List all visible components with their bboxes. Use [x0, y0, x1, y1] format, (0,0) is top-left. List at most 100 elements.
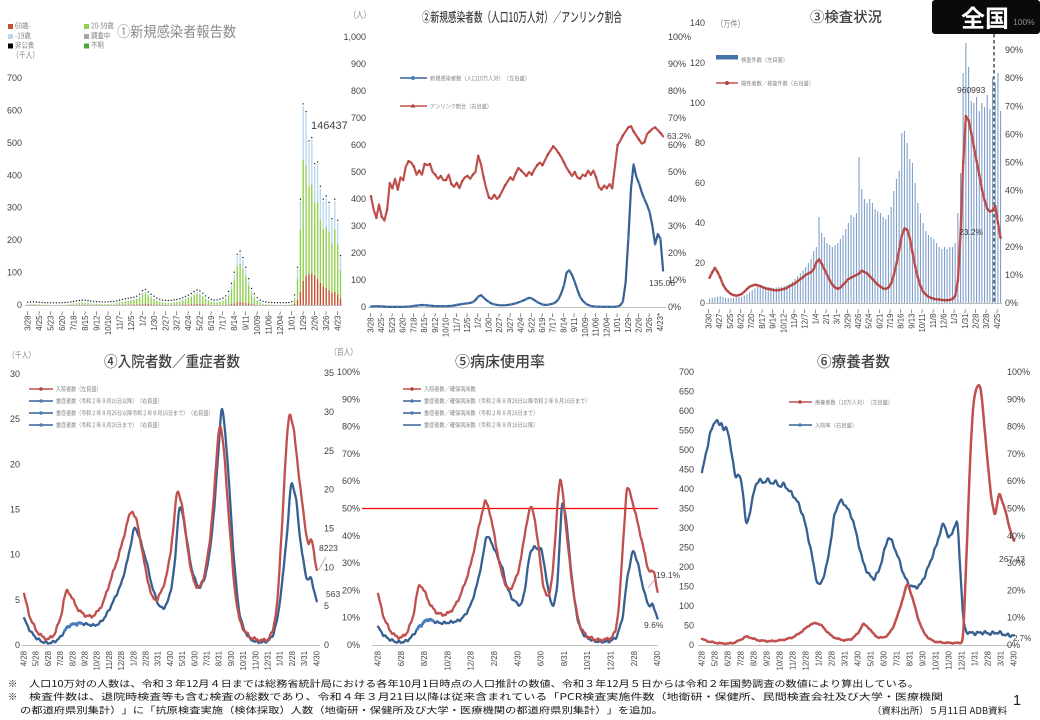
svg-text:0%: 0%: [1005, 298, 1018, 308]
svg-text:12/5~: 12/5~: [463, 313, 472, 333]
svg-text:8/15~: 8/15~: [420, 313, 429, 333]
svg-text:2/28: 2/28: [828, 651, 837, 666]
svg-text:12/28: 12/28: [802, 651, 811, 671]
svg-text:1/28: 1/28: [815, 651, 824, 666]
svg-text:10/10~: 10/10~: [442, 313, 451, 338]
svg-text:10/28: 10/28: [443, 651, 452, 671]
svg-text:6/21~: 6/21~: [875, 309, 884, 329]
svg-text:3/27~: 3/27~: [506, 313, 515, 333]
svg-text:30%: 30%: [1005, 214, 1023, 224]
svg-text:2/28~: 2/28~: [972, 309, 981, 329]
svg-text:9/30: 9/30: [227, 650, 236, 666]
svg-text:960993: 960993: [957, 85, 986, 95]
svg-text:100%: 100%: [337, 367, 360, 377]
svg-text:20%: 20%: [1005, 242, 1023, 252]
svg-text:4/23~: 4/23~: [334, 311, 343, 331]
svg-text:0: 0: [361, 302, 366, 312]
svg-text:11/06~: 11/06~: [265, 311, 274, 335]
svg-text:6/22~: 6/22~: [737, 309, 746, 329]
svg-text:80%: 80%: [1005, 73, 1023, 83]
svg-text:4/30: 4/30: [653, 650, 662, 666]
svg-text:650: 650: [679, 387, 694, 397]
svg-text:5/22~: 5/22~: [527, 313, 536, 333]
svg-text:11/28: 11/28: [789, 651, 798, 670]
svg-text:8/14~: 8/14~: [560, 313, 569, 333]
svg-text:1/31: 1/31: [276, 651, 285, 666]
svg-text:70%: 70%: [342, 449, 360, 459]
svg-text:3/26~: 3/26~: [645, 313, 654, 333]
svg-text:10/28: 10/28: [93, 651, 102, 671]
svg-text:20: 20: [10, 459, 20, 469]
svg-text:0: 0: [15, 640, 20, 650]
svg-text:90%: 90%: [342, 394, 360, 404]
svg-text:6/19~: 6/19~: [207, 311, 216, 331]
svg-text:63.2%: 63.2%: [667, 131, 692, 141]
svg-text:1/01~: 1/01~: [288, 311, 297, 331]
svg-text:50%: 50%: [1007, 504, 1025, 514]
svg-text:10%: 10%: [1007, 613, 1025, 623]
svg-text:5/28: 5/28: [32, 651, 41, 666]
svg-text:7/31: 7/31: [893, 651, 902, 666]
svg-text:2.7%: 2.7%: [1013, 634, 1031, 643]
svg-text:2/28: 2/28: [984, 651, 993, 666]
svg-text:50%: 50%: [1005, 158, 1023, 168]
svg-text:25: 25: [324, 446, 334, 456]
svg-text:9/13~: 9/13~: [907, 309, 916, 329]
svg-text:8223: 8223: [319, 543, 338, 553]
svg-text:350: 350: [679, 504, 694, 514]
svg-text:4/24~: 4/24~: [517, 313, 526, 333]
svg-text:40%: 40%: [1007, 531, 1025, 541]
svg-text:23.2%: 23.2%: [959, 227, 984, 237]
svg-text:40%: 40%: [668, 194, 686, 204]
svg-text:550: 550: [679, 426, 694, 436]
svg-text:0%: 0%: [347, 640, 360, 650]
svg-text:10/09~: 10/09~: [581, 313, 590, 338]
svg-text:146437: 146437: [311, 120, 348, 132]
svg-text:600: 600: [679, 406, 694, 416]
svg-text:1/30~: 1/30~: [484, 313, 493, 333]
svg-text:12/6~: 12/6~: [940, 309, 949, 329]
svg-text:11/7~: 11/7~: [452, 313, 461, 333]
svg-text:7/28: 7/28: [737, 651, 746, 666]
svg-text:9/28: 9/28: [81, 651, 90, 666]
svg-text:4/23*: 4/23*: [656, 313, 665, 331]
svg-text:7/20~: 7/20~: [747, 309, 756, 329]
svg-text:6/28: 6/28: [397, 651, 406, 666]
svg-text:2/27~: 2/27~: [495, 313, 504, 333]
svg-text:60%: 60%: [668, 140, 686, 150]
svg-text:15: 15: [10, 505, 20, 515]
svg-text:4/30: 4/30: [1010, 650, 1019, 666]
svg-text:0%: 0%: [1007, 640, 1020, 650]
svg-text:2/1~: 2/1~: [822, 309, 831, 325]
svg-text:90%: 90%: [1007, 394, 1025, 404]
svg-text:10/28: 10/28: [776, 651, 785, 671]
svg-text:0%: 0%: [668, 302, 681, 312]
svg-text:300: 300: [351, 221, 366, 231]
svg-text:8/16~: 8/16~: [897, 309, 906, 329]
svg-text:5: 5: [324, 601, 329, 611]
svg-text:100%: 100%: [1007, 367, 1030, 377]
svg-text:12/31: 12/31: [607, 651, 616, 671]
svg-text:1/28: 1/28: [129, 651, 138, 666]
svg-text:600: 600: [7, 105, 22, 115]
svg-text:5/28: 5/28: [711, 651, 720, 666]
svg-text:12/04~: 12/04~: [602, 313, 611, 338]
svg-text:100: 100: [351, 275, 366, 285]
svg-text:10/31: 10/31: [583, 651, 592, 671]
svg-text:30%: 30%: [668, 221, 686, 231]
svg-text:40: 40: [695, 218, 705, 228]
svg-text:12/04~: 12/04~: [276, 311, 285, 336]
svg-text:10/11~: 10/11~: [918, 309, 927, 333]
svg-text:2/28: 2/28: [630, 651, 639, 666]
svg-text:3/1~: 3/1~: [833, 309, 842, 325]
svg-text:11/30: 11/30: [251, 650, 260, 670]
svg-text:100: 100: [679, 601, 694, 611]
svg-text:4/24~: 4/24~: [184, 311, 193, 331]
svg-text:8/14~: 8/14~: [230, 311, 239, 331]
svg-text:9/14~: 9/14~: [769, 309, 778, 329]
svg-text:10/09~: 10/09~: [253, 311, 262, 336]
svg-text:50: 50: [684, 621, 694, 631]
svg-text:700: 700: [7, 73, 22, 83]
svg-text:7/19~: 7/19~: [886, 309, 895, 329]
svg-text:5/31: 5/31: [867, 651, 876, 666]
